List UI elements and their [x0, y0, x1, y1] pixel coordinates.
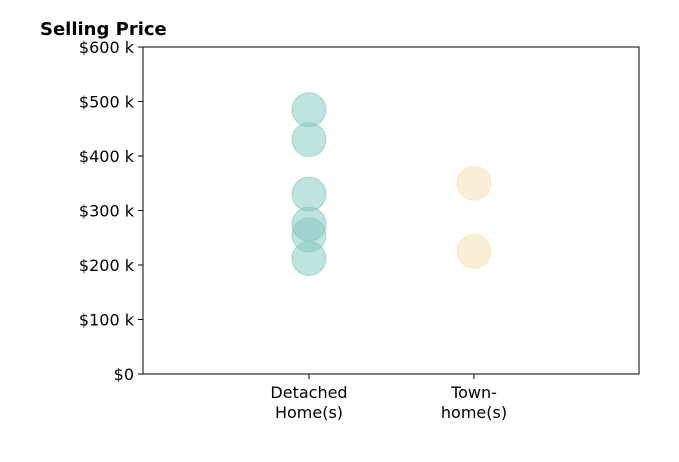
y-tick-label: $300 k	[79, 202, 135, 221]
x-tick-label: Home(s)	[275, 403, 343, 422]
y-tick-label: $500 k	[79, 93, 135, 112]
y-tick-label: $100 k	[79, 311, 135, 330]
data-points	[291, 92, 492, 276]
y-axis: $0 $100 k $200 k $300 k $400 k $500 k $600 k	[79, 38, 143, 384]
x-tick-label: Town-	[450, 383, 497, 402]
y-tick-label: $200 k	[79, 256, 135, 275]
data-point	[456, 233, 492, 269]
chart-title: Selling Price	[40, 19, 167, 40]
x-tick-label: home(s)	[441, 403, 507, 422]
y-tick-label: $0	[114, 365, 134, 384]
data-point	[291, 176, 327, 212]
y-tick-label: $400 k	[79, 147, 135, 166]
data-point	[291, 240, 327, 276]
y-tick-label: $600 k	[79, 38, 135, 57]
data-point	[291, 92, 327, 128]
data-point	[456, 165, 492, 201]
plot-frame	[142, 46, 640, 375]
data-point	[291, 122, 327, 158]
x-tick-label: Detached	[270, 383, 347, 402]
